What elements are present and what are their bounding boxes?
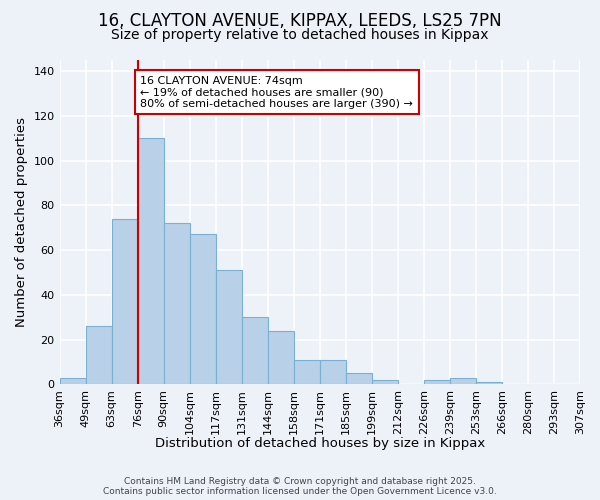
Bar: [346, 373, 372, 384]
Bar: [137, 138, 164, 384]
Bar: [242, 318, 268, 384]
Y-axis label: Number of detached properties: Number of detached properties: [15, 117, 28, 327]
Bar: [476, 382, 502, 384]
Bar: [190, 234, 215, 384]
Bar: [450, 378, 476, 384]
X-axis label: Distribution of detached houses by size in Kippax: Distribution of detached houses by size …: [155, 437, 485, 450]
Bar: [268, 330, 294, 384]
Bar: [59, 378, 86, 384]
Bar: [294, 360, 320, 384]
Bar: [164, 224, 190, 384]
Bar: [424, 380, 450, 384]
Text: Size of property relative to detached houses in Kippax: Size of property relative to detached ho…: [111, 28, 489, 42]
Bar: [112, 219, 137, 384]
Text: 16, CLAYTON AVENUE, KIPPAX, LEEDS, LS25 7PN: 16, CLAYTON AVENUE, KIPPAX, LEEDS, LS25 …: [98, 12, 502, 30]
Text: Contains public sector information licensed under the Open Government Licence v3: Contains public sector information licen…: [103, 487, 497, 496]
Bar: [320, 360, 346, 384]
Bar: [372, 380, 398, 384]
Text: Contains HM Land Registry data © Crown copyright and database right 2025.: Contains HM Land Registry data © Crown c…: [124, 477, 476, 486]
Bar: [215, 270, 242, 384]
Bar: [86, 326, 112, 384]
Text: 16 CLAYTON AVENUE: 74sqm
← 19% of detached houses are smaller (90)
80% of semi-d: 16 CLAYTON AVENUE: 74sqm ← 19% of detach…: [140, 76, 413, 109]
